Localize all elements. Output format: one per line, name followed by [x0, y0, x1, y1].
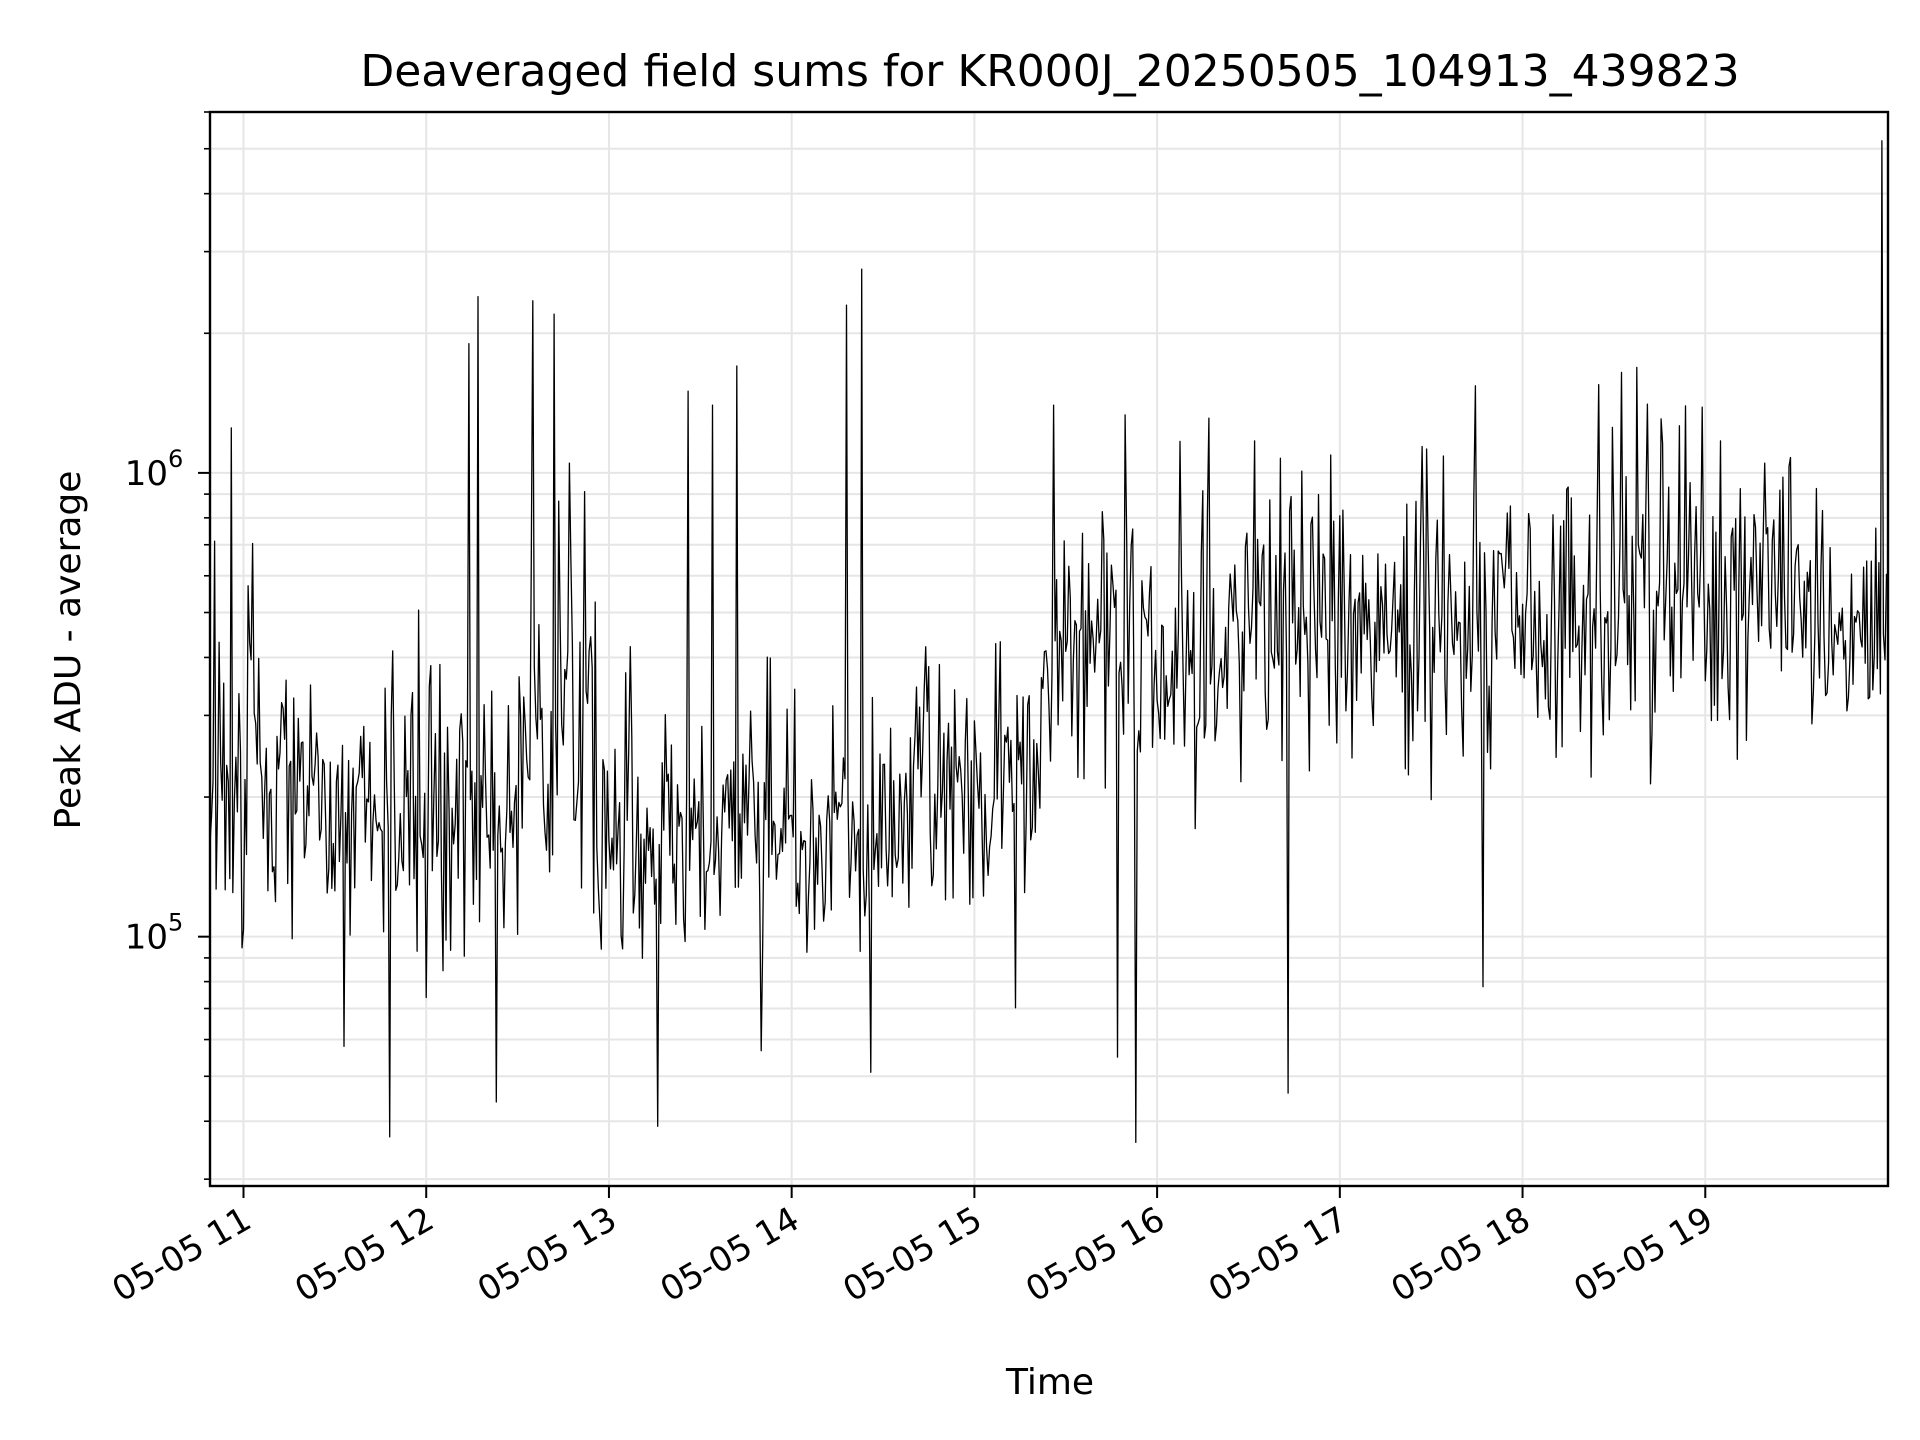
series-line [209, 140, 1888, 1144]
chart-title: Deaveraged field sums for KR000J_2025050… [360, 46, 1739, 97]
y-tick-exponent: 6 [168, 445, 183, 473]
y-tick-base: 10 [125, 454, 168, 494]
y-tick-label: 10 [125, 454, 168, 494]
x-axis-label: Time [1005, 1362, 1094, 1403]
y-tick-label: 10 [125, 918, 168, 958]
y-tick-base: 10 [125, 918, 168, 958]
y-tick-exponent: 5 [168, 909, 183, 937]
y-axis-label: Peak ADU - average [48, 471, 89, 830]
plot-frame [208, 110, 1890, 1188]
series-line-group [209, 140, 1888, 1144]
